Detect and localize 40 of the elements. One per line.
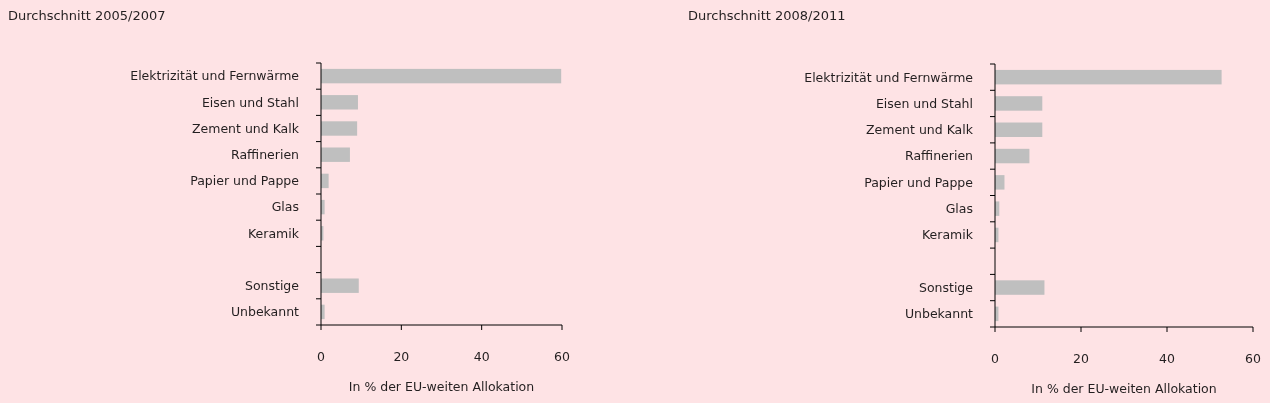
bar: [995, 96, 1043, 111]
x-tick-label: 60: [554, 349, 570, 365]
x-tick-label: 0: [991, 351, 1000, 367]
y-tick-label: Elektrizität und Fernwärme: [804, 69, 974, 85]
y-tick-label: Glas: [945, 201, 973, 217]
bar: [321, 278, 359, 293]
bar: [995, 69, 1222, 85]
x-tick-label: 20: [393, 349, 410, 365]
y-tick-label: Unbekannt: [904, 306, 974, 322]
y-tick-label: Unbekannt: [230, 304, 300, 320]
y-tick-label: Zement und Kalk: [191, 120, 300, 136]
bar: [995, 280, 1045, 295]
bar: [321, 147, 350, 162]
y-tick-label: Raffinerien: [905, 148, 973, 164]
x-axis-title: In % der EU-weiten Allokation: [1031, 381, 1217, 397]
x-tick-label: 20: [1073, 351, 1089, 367]
y-tick-label: Eisen und Stahl: [875, 95, 973, 111]
y-tick-label: Sonstige: [244, 278, 300, 294]
y-tick-label: Keramik: [922, 227, 974, 243]
x-tick-label: 60: [1245, 351, 1261, 367]
text: Durchschnitt 2005/2007: [8, 7, 166, 23]
y-tick-label: Glas: [271, 199, 299, 215]
y-tick-label: Zement und Kalk: [865, 122, 974, 138]
y-tick-label: Elektrizität und Fernwärme: [130, 68, 300, 84]
y-tick-label: Raffinerien: [231, 147, 299, 163]
x-tick-label: 40: [473, 349, 490, 365]
y-tick-label: Papier und Pappe: [864, 174, 974, 190]
x-tick-label: 0: [317, 349, 326, 365]
bar: [995, 122, 1043, 137]
bar: [995, 148, 1030, 164]
text: Durchschnitt 2008/2011: [688, 7, 846, 23]
x-axis-title: In % der EU-weiten Allokation: [348, 379, 535, 395]
y-tick-label: Keramik: [248, 225, 300, 241]
y-tick-label: Papier und Pappe: [190, 173, 300, 189]
y-tick-label: Sonstige: [918, 279, 974, 295]
bar: [321, 95, 358, 110]
bar: [321, 68, 562, 84]
x-tick-label: 40: [1159, 351, 1175, 367]
y-tick-label: Eisen und Stahl: [201, 94, 299, 110]
bar: [321, 121, 358, 136]
